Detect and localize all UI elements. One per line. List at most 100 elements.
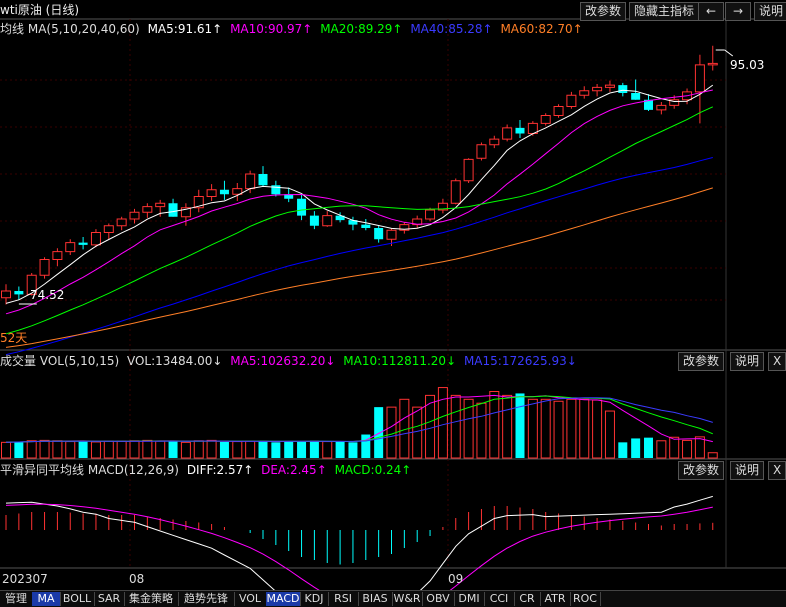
candle-body: [579, 90, 590, 96]
macd-value: MACD:0.24↑: [334, 463, 412, 477]
tab-16[interactable]: ATR: [540, 592, 571, 606]
macd-diff: DIFF:2.57↑: [186, 463, 254, 477]
candle-body: [515, 127, 525, 134]
volume-bar: [489, 390, 500, 459]
candle-body: [566, 94, 577, 107]
candle-body: [463, 158, 474, 182]
vol-help-button[interactable]: 说明: [730, 352, 765, 371]
candle-body: [129, 211, 140, 220]
candle-body: [168, 203, 178, 217]
vol-ma10: MA10:112811.20↓: [343, 354, 457, 368]
vol-modify-button[interactable]: 改参数: [678, 352, 725, 371]
volume-bar: [437, 387, 448, 459]
macd-dea: DEA:2.45↑: [261, 463, 327, 477]
volume-bar: [78, 441, 88, 458]
macd-dea-line: [5, 503, 713, 590]
candle-body: [553, 106, 564, 116]
volume-bar: [155, 440, 166, 459]
x-axis-label-aug: 08: [129, 572, 145, 586]
days-label: 52天: [0, 331, 28, 345]
main-legend: 均线 MA(5,10,20,40,60) MA5:91.61↑ MA10:90.…: [0, 20, 583, 37]
macd-close-button[interactable]: X: [768, 461, 786, 480]
macd-help-button[interactable]: 说明: [730, 461, 765, 480]
help-button[interactable]: 说明: [754, 2, 786, 21]
volume-bar: [566, 398, 577, 459]
volume-bar: [694, 436, 705, 459]
volume-bar: [284, 441, 294, 458]
volume-legend: 成交量 VOL(5,10,15) VOL:13484.00↓ MA5:10263…: [0, 352, 577, 369]
legend-ma20: MA20:89.29↑: [320, 22, 403, 36]
chart-canvas: [0, 18, 786, 590]
volume-bar: [142, 439, 153, 459]
volume-bar: [656, 440, 667, 459]
macd-modify-button[interactable]: 改参数: [678, 461, 725, 480]
tab-13[interactable]: DMI: [454, 592, 485, 606]
vol-close-button[interactable]: X: [768, 352, 786, 371]
tab-12[interactable]: OBV: [422, 592, 455, 606]
volume-bar: [168, 440, 178, 458]
volume-bar: [476, 402, 487, 459]
arrow-left-icon[interactable]: ←: [698, 2, 724, 21]
ma20-line: [5, 106, 714, 335]
arrow-right-icon[interactable]: →: [725, 2, 751, 21]
low-price-label: 74.52: [30, 288, 65, 302]
hide-main-indicator-button[interactable]: 隐藏主指标: [629, 2, 700, 21]
high-price-label: 95.03: [730, 58, 765, 72]
tab-1[interactable]: MA: [32, 592, 61, 606]
candle-body: [322, 215, 333, 227]
legend-prefix: 均线: [0, 22, 25, 36]
tab-0[interactable]: 管理: [0, 592, 33, 606]
candle-body: [489, 138, 500, 146]
candle-body: [386, 229, 397, 240]
candle-body: [52, 251, 63, 260]
tab-8[interactable]: KDJ: [300, 592, 329, 606]
candle-body: [399, 224, 410, 231]
volume-bar: [682, 439, 693, 459]
ma60-line: [5, 187, 713, 348]
legend-ma60: MA60:82.70↑: [500, 22, 583, 36]
tab-4[interactable]: 集金策略: [124, 592, 179, 606]
volume-bar: [335, 441, 345, 458]
candle-body: [1, 290, 11, 299]
candle-body: [65, 242, 76, 253]
x-axis-label-sep: 09: [448, 572, 464, 586]
candle-body: [232, 188, 243, 195]
tab-7[interactable]: MACD: [266, 592, 301, 606]
volume-bar: [129, 440, 140, 459]
legend-ma10: MA10:90.97↑: [230, 22, 313, 36]
legend-ma40: MA40:85.28↑: [410, 22, 493, 36]
tab-2[interactable]: BOLL: [60, 592, 95, 606]
candle-body: [502, 127, 513, 140]
candle-body: [335, 215, 345, 221]
tab-11[interactable]: W&R: [392, 592, 423, 606]
volume-bar: [14, 441, 24, 458]
macd-params: MACD(12,26,9): [87, 463, 179, 477]
volume-bar: [348, 442, 358, 458]
candle-body: [450, 180, 461, 204]
volume-bar: [1, 441, 11, 459]
candle-body: [656, 104, 667, 111]
tab-15[interactable]: CR: [514, 592, 541, 606]
macd-name: 平滑异同平均线: [0, 463, 85, 477]
candle-body: [631, 93, 641, 100]
tab-6[interactable]: VOL: [234, 592, 267, 606]
tab-9[interactable]: RSI: [328, 592, 359, 606]
ma10-line: [5, 89, 713, 315]
volume-bar: [52, 440, 63, 459]
candle-body: [669, 99, 680, 106]
tab-14[interactable]: CCI: [484, 592, 515, 606]
volume-bar: [592, 399, 603, 459]
vol-params: VOL(5,10,15): [39, 354, 120, 368]
tab-10[interactable]: BIAS: [358, 592, 393, 606]
volume-bar: [553, 400, 564, 459]
volume-bar: [669, 436, 680, 459]
tab-5[interactable]: 趋势先锋: [178, 592, 235, 606]
tab-17[interactable]: ROC: [570, 592, 601, 606]
candle-body: [258, 174, 268, 186]
candle-body: [592, 86, 603, 92]
volume-bar: [206, 439, 217, 459]
volume-bar: [450, 394, 461, 459]
tab-3[interactable]: SAR: [94, 592, 125, 606]
candle-body: [271, 185, 281, 195]
modify-params-button[interactable]: 改参数: [580, 2, 627, 21]
